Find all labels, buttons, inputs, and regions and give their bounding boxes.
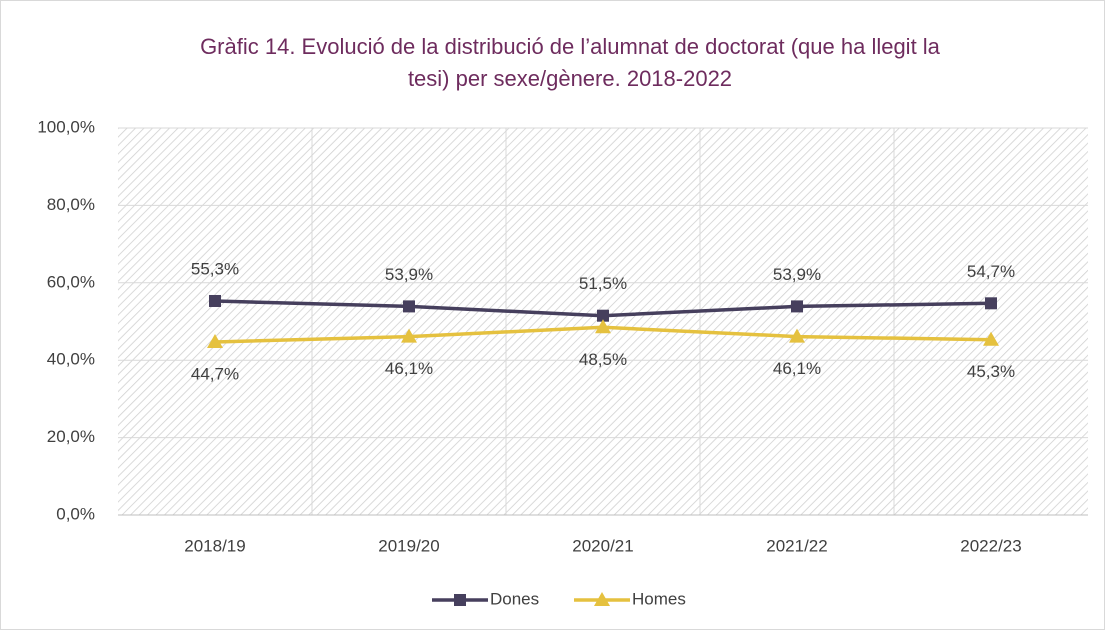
marker	[401, 328, 417, 343]
legend-marker	[454, 594, 466, 606]
chart-title-line: Gràfic 14. Evolució de la distribució de…	[200, 34, 941, 59]
x-tick-label: 2019/20	[378, 536, 439, 555]
y-tick-label: 60,0%	[47, 272, 95, 291]
data-label: 53,9%	[773, 265, 821, 284]
legend-marker	[594, 592, 610, 606]
legend-label: Dones	[490, 589, 539, 608]
data-label: 48,5%	[579, 350, 627, 369]
data-label: 46,1%	[385, 359, 433, 378]
x-tick-label: 2022/23	[960, 536, 1021, 555]
data-label: 45,3%	[967, 362, 1015, 381]
chart-title: Gràfic 14. Evolució de la distribució de…	[200, 34, 941, 91]
marker	[403, 300, 415, 313]
y-tick-label: 20,0%	[47, 427, 95, 446]
marker	[983, 331, 999, 346]
marker	[597, 309, 609, 322]
data-label: 53,9%	[385, 265, 433, 284]
chart-title-line: tesi) per sexe/gènere. 2018-2022	[408, 66, 732, 91]
x-tick-label: 2021/22	[766, 536, 827, 555]
data-label: 55,3%	[191, 259, 239, 278]
marker	[791, 300, 803, 313]
y-tick-label: 40,0%	[47, 350, 95, 369]
y-tick-label: 0,0%	[56, 504, 95, 523]
data-label: 54,7%	[967, 262, 1015, 281]
legend-label: Homes	[632, 589, 686, 608]
data-label: 44,7%	[191, 364, 239, 383]
y-tick-label: 80,0%	[47, 195, 95, 214]
data-label: 51,5%	[579, 274, 627, 293]
data-label: 46,1%	[773, 359, 821, 378]
marker	[595, 319, 611, 334]
marker	[209, 294, 221, 307]
marker	[207, 334, 223, 349]
y-tick-label: 100,0%	[37, 117, 95, 136]
marker	[789, 328, 805, 343]
x-tick-label: 2018/19	[184, 536, 245, 555]
x-tick-label: 2020/21	[572, 536, 633, 555]
marker	[985, 297, 997, 310]
